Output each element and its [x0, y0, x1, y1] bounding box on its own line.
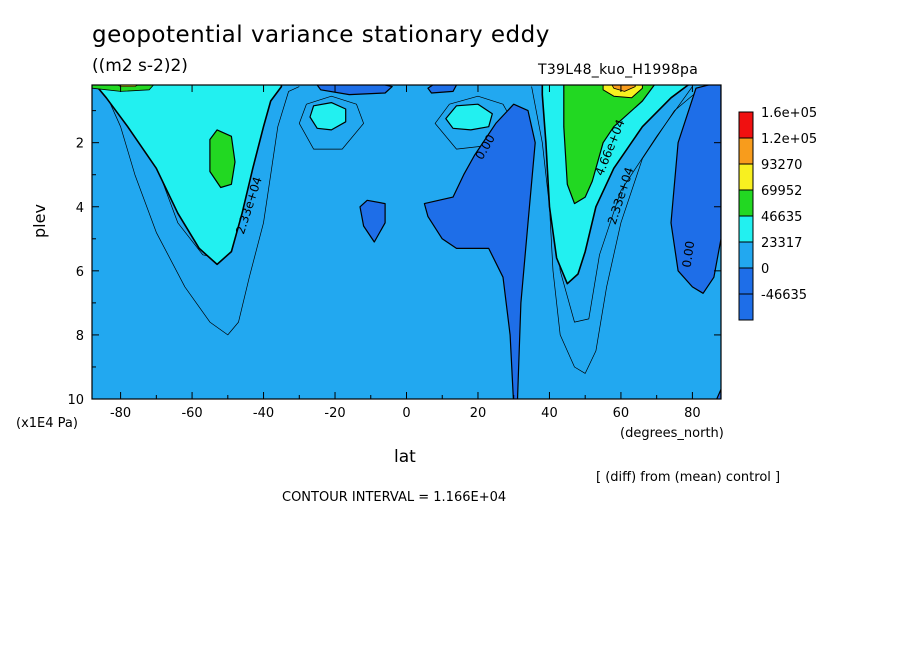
contour-label: 0.00	[680, 240, 698, 268]
legend-swatch	[738, 215, 754, 243]
legend-label: 93270	[761, 158, 802, 173]
y-tick-label: 2	[76, 137, 84, 152]
contour-line-sh-sub	[298, 95, 364, 150]
x-axis-label: lat	[394, 447, 416, 467]
y-axis-label: plev	[30, 204, 49, 238]
fill-neg-nh-top	[427, 85, 458, 94]
x-tick-label: 20	[470, 406, 487, 421]
legend-swatch	[738, 163, 754, 191]
x-axis-unit: (degrees_north)	[620, 426, 724, 441]
legend-swatch	[738, 267, 754, 295]
legend-label: 1.2e+05	[761, 132, 817, 147]
fill-nh-subtropical-cyan	[445, 103, 493, 131]
legend-swatch	[738, 293, 754, 321]
x-tick-label: -20	[324, 406, 345, 421]
x-tick-label: 80	[684, 406, 701, 421]
chart-title: geopotential variance stationary eddy	[92, 22, 550, 48]
fill-sh-top-green	[92, 85, 154, 92]
legend-label: 0	[761, 262, 769, 277]
legend-swatch	[738, 189, 754, 217]
legend-swatch	[738, 241, 754, 269]
contour-interval: CONTOUR INTERVAL = 1.166E+04	[282, 490, 507, 505]
x-tick-label: 0	[402, 406, 410, 421]
legend-swatch	[738, 111, 754, 139]
legend-label: 69952	[761, 184, 802, 199]
x-tick-label: 40	[541, 406, 558, 421]
legend-label: 46635	[761, 210, 802, 225]
y-tick-label: 4	[76, 201, 84, 216]
fill-neg-sh-top	[316, 85, 393, 96]
fill-neg-nh-polar	[670, 85, 721, 294]
fill-nh-orange	[611, 85, 636, 92]
fill-nh-green-core	[563, 85, 656, 205]
contour-line-sh-outer	[102, 86, 300, 336]
fill-neg-corner	[716, 388, 721, 399]
fill-sh-cyan-lobe	[94, 85, 283, 266]
y-axis-unit: (x1E4 Pa)	[16, 416, 78, 431]
diff-note: [ (diff) from (mean) control ]	[596, 470, 781, 485]
legend-swatch	[738, 137, 754, 165]
legend-label: 1.6e+05	[761, 106, 817, 121]
x-tick-label: -60	[181, 406, 202, 421]
y-tick-label: 6	[76, 265, 84, 280]
fill-neg-tropical-tongue	[423, 103, 536, 399]
legend-label: 23317	[761, 236, 802, 251]
fill-sh-subtropical-cyan	[309, 101, 347, 131]
fill-neg-sh-blob	[359, 199, 386, 243]
x-tick-label: 60	[613, 406, 630, 421]
y-tick-label: 8	[76, 329, 84, 344]
x-tick-label: -80	[110, 406, 131, 421]
run-label: T39L48_kuo_H1998pa	[538, 62, 699, 78]
y-tick-label: 10	[67, 393, 84, 408]
fill-sh-green-core	[209, 129, 236, 189]
chart-units: ((m2 s-2)2)	[92, 56, 188, 76]
legend-label: -46635	[761, 288, 807, 303]
x-tick-label: -40	[253, 406, 274, 421]
contour-fills	[92, 85, 721, 399]
